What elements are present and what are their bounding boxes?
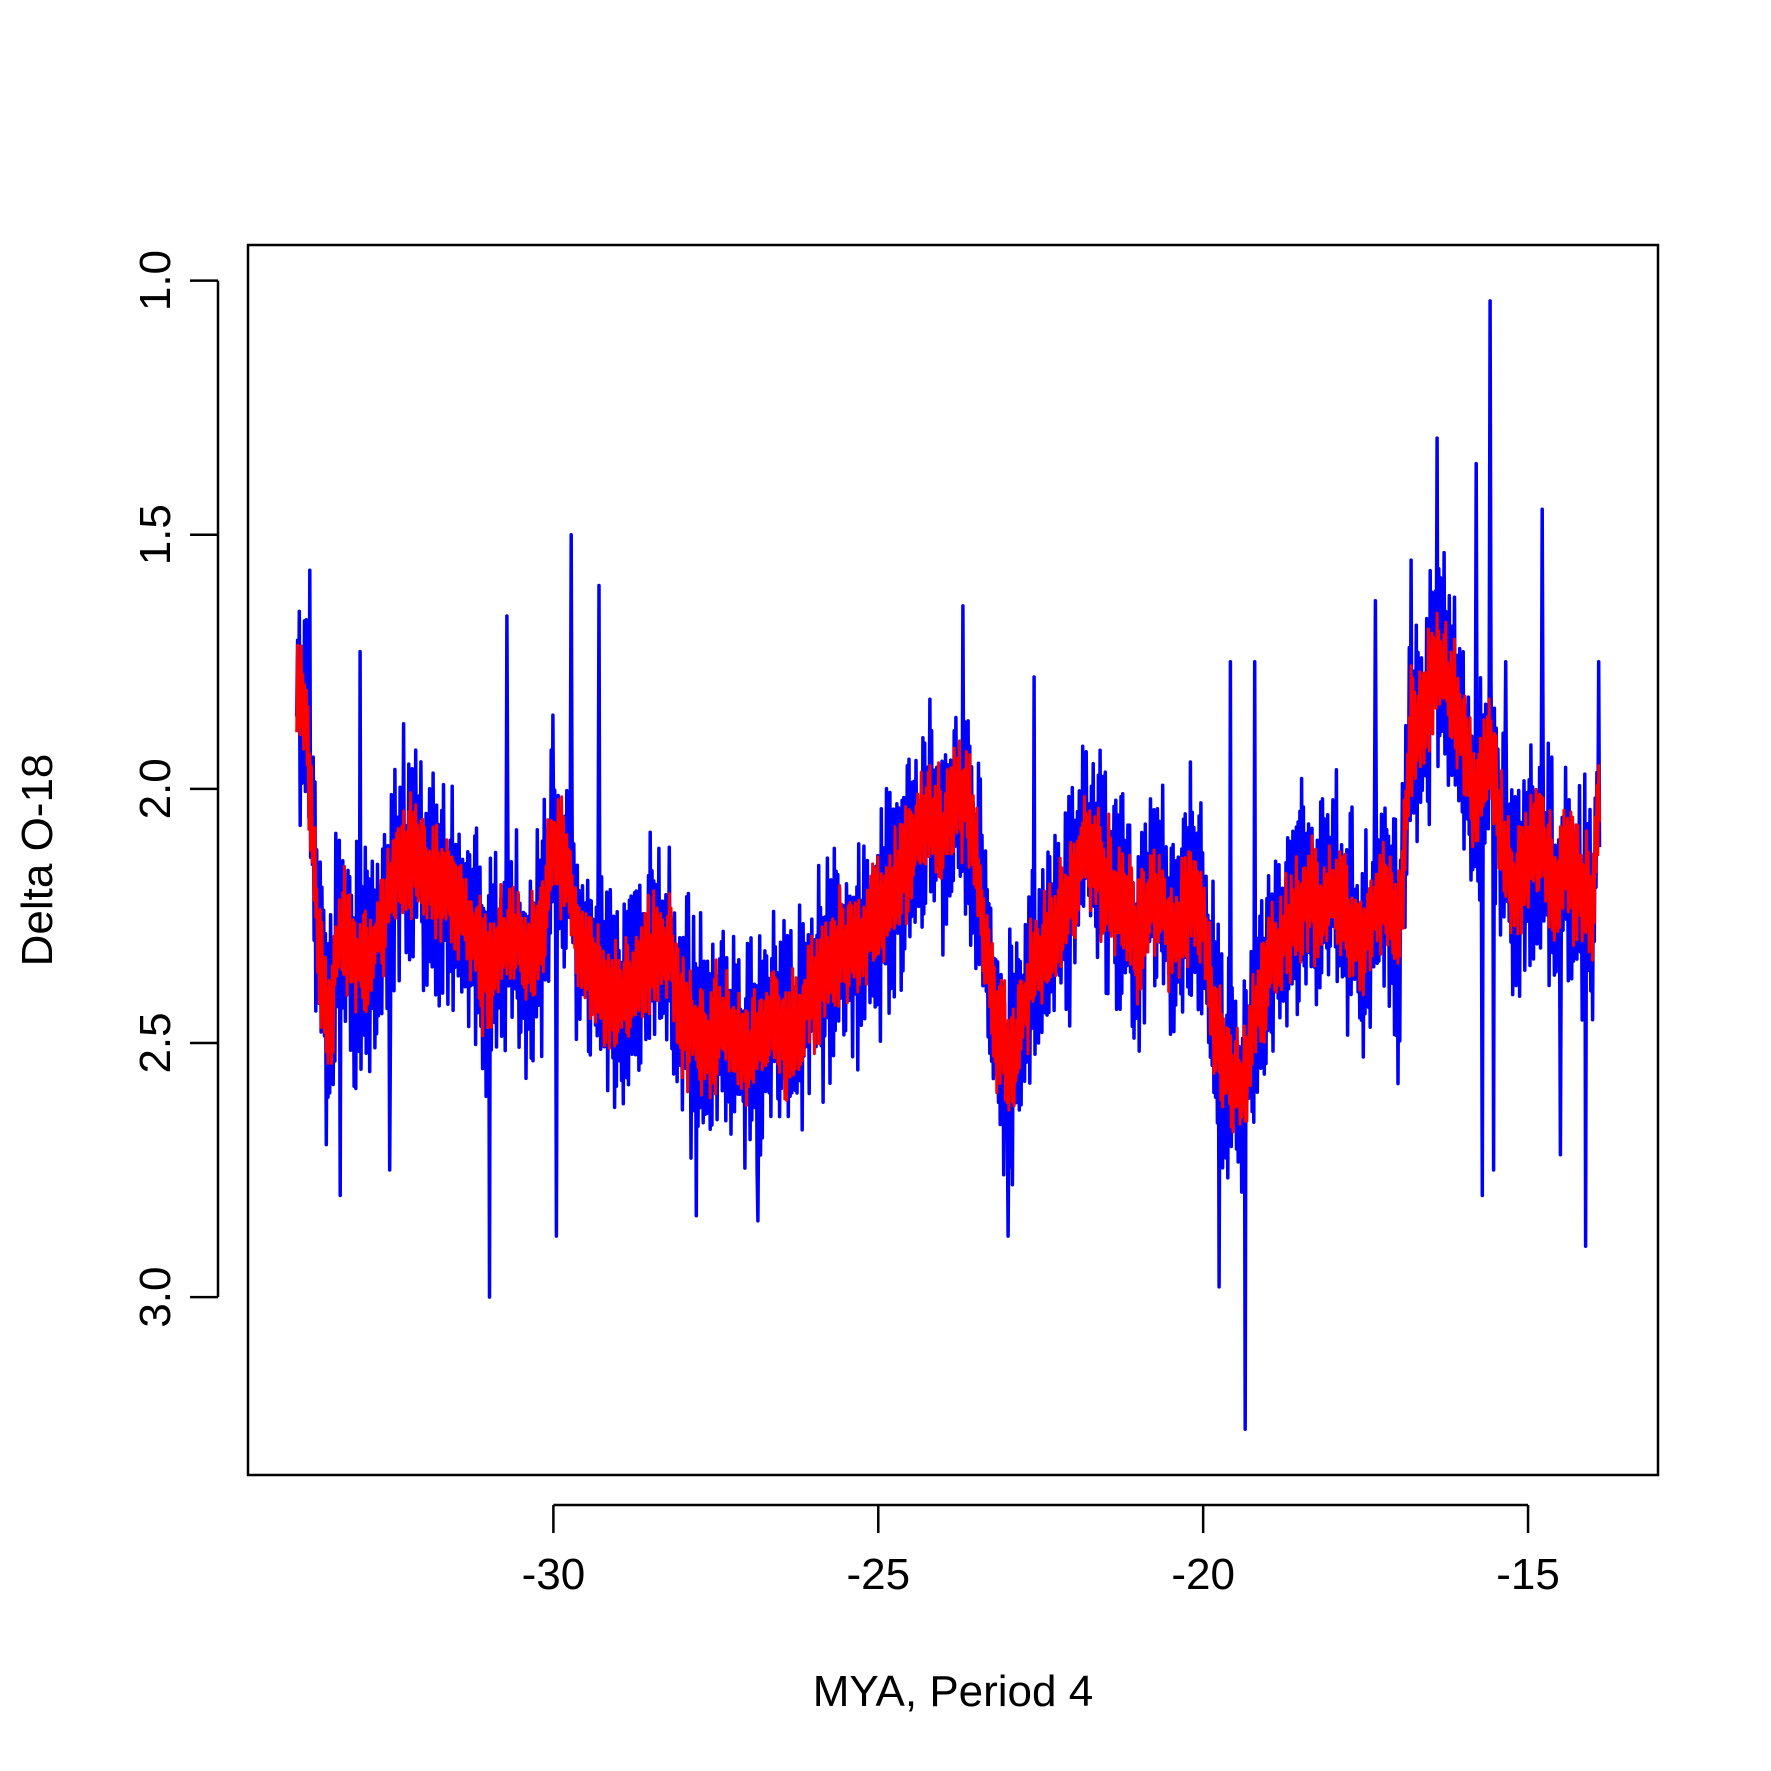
- y-tick-label: 2.5: [131, 1012, 180, 1073]
- x-tick-label: -30: [522, 1550, 586, 1599]
- y-tick-label: 2.0: [131, 758, 180, 819]
- x-tick-label: -20: [1171, 1550, 1235, 1599]
- plot-frame: [246, 243, 1660, 1477]
- x-tick-label: -15: [1496, 1550, 1560, 1599]
- y-tick-label: 1.5: [131, 504, 180, 565]
- y-tick-label: 3.0: [131, 1267, 180, 1328]
- y-axis-title: Delta O-18: [13, 754, 62, 967]
- x-tick-label: -25: [846, 1550, 910, 1599]
- axis-layer: -30 -25 -20 -15 1.0 1.5 2.0 2.5 3.0: [131, 250, 1560, 1599]
- red-series-line: [295, 611, 1601, 1134]
- series-layer: [294, 299, 1602, 1432]
- y-tick-label: 1.0: [131, 250, 180, 311]
- x-axis-title: MYA, Period 4: [813, 1667, 1093, 1716]
